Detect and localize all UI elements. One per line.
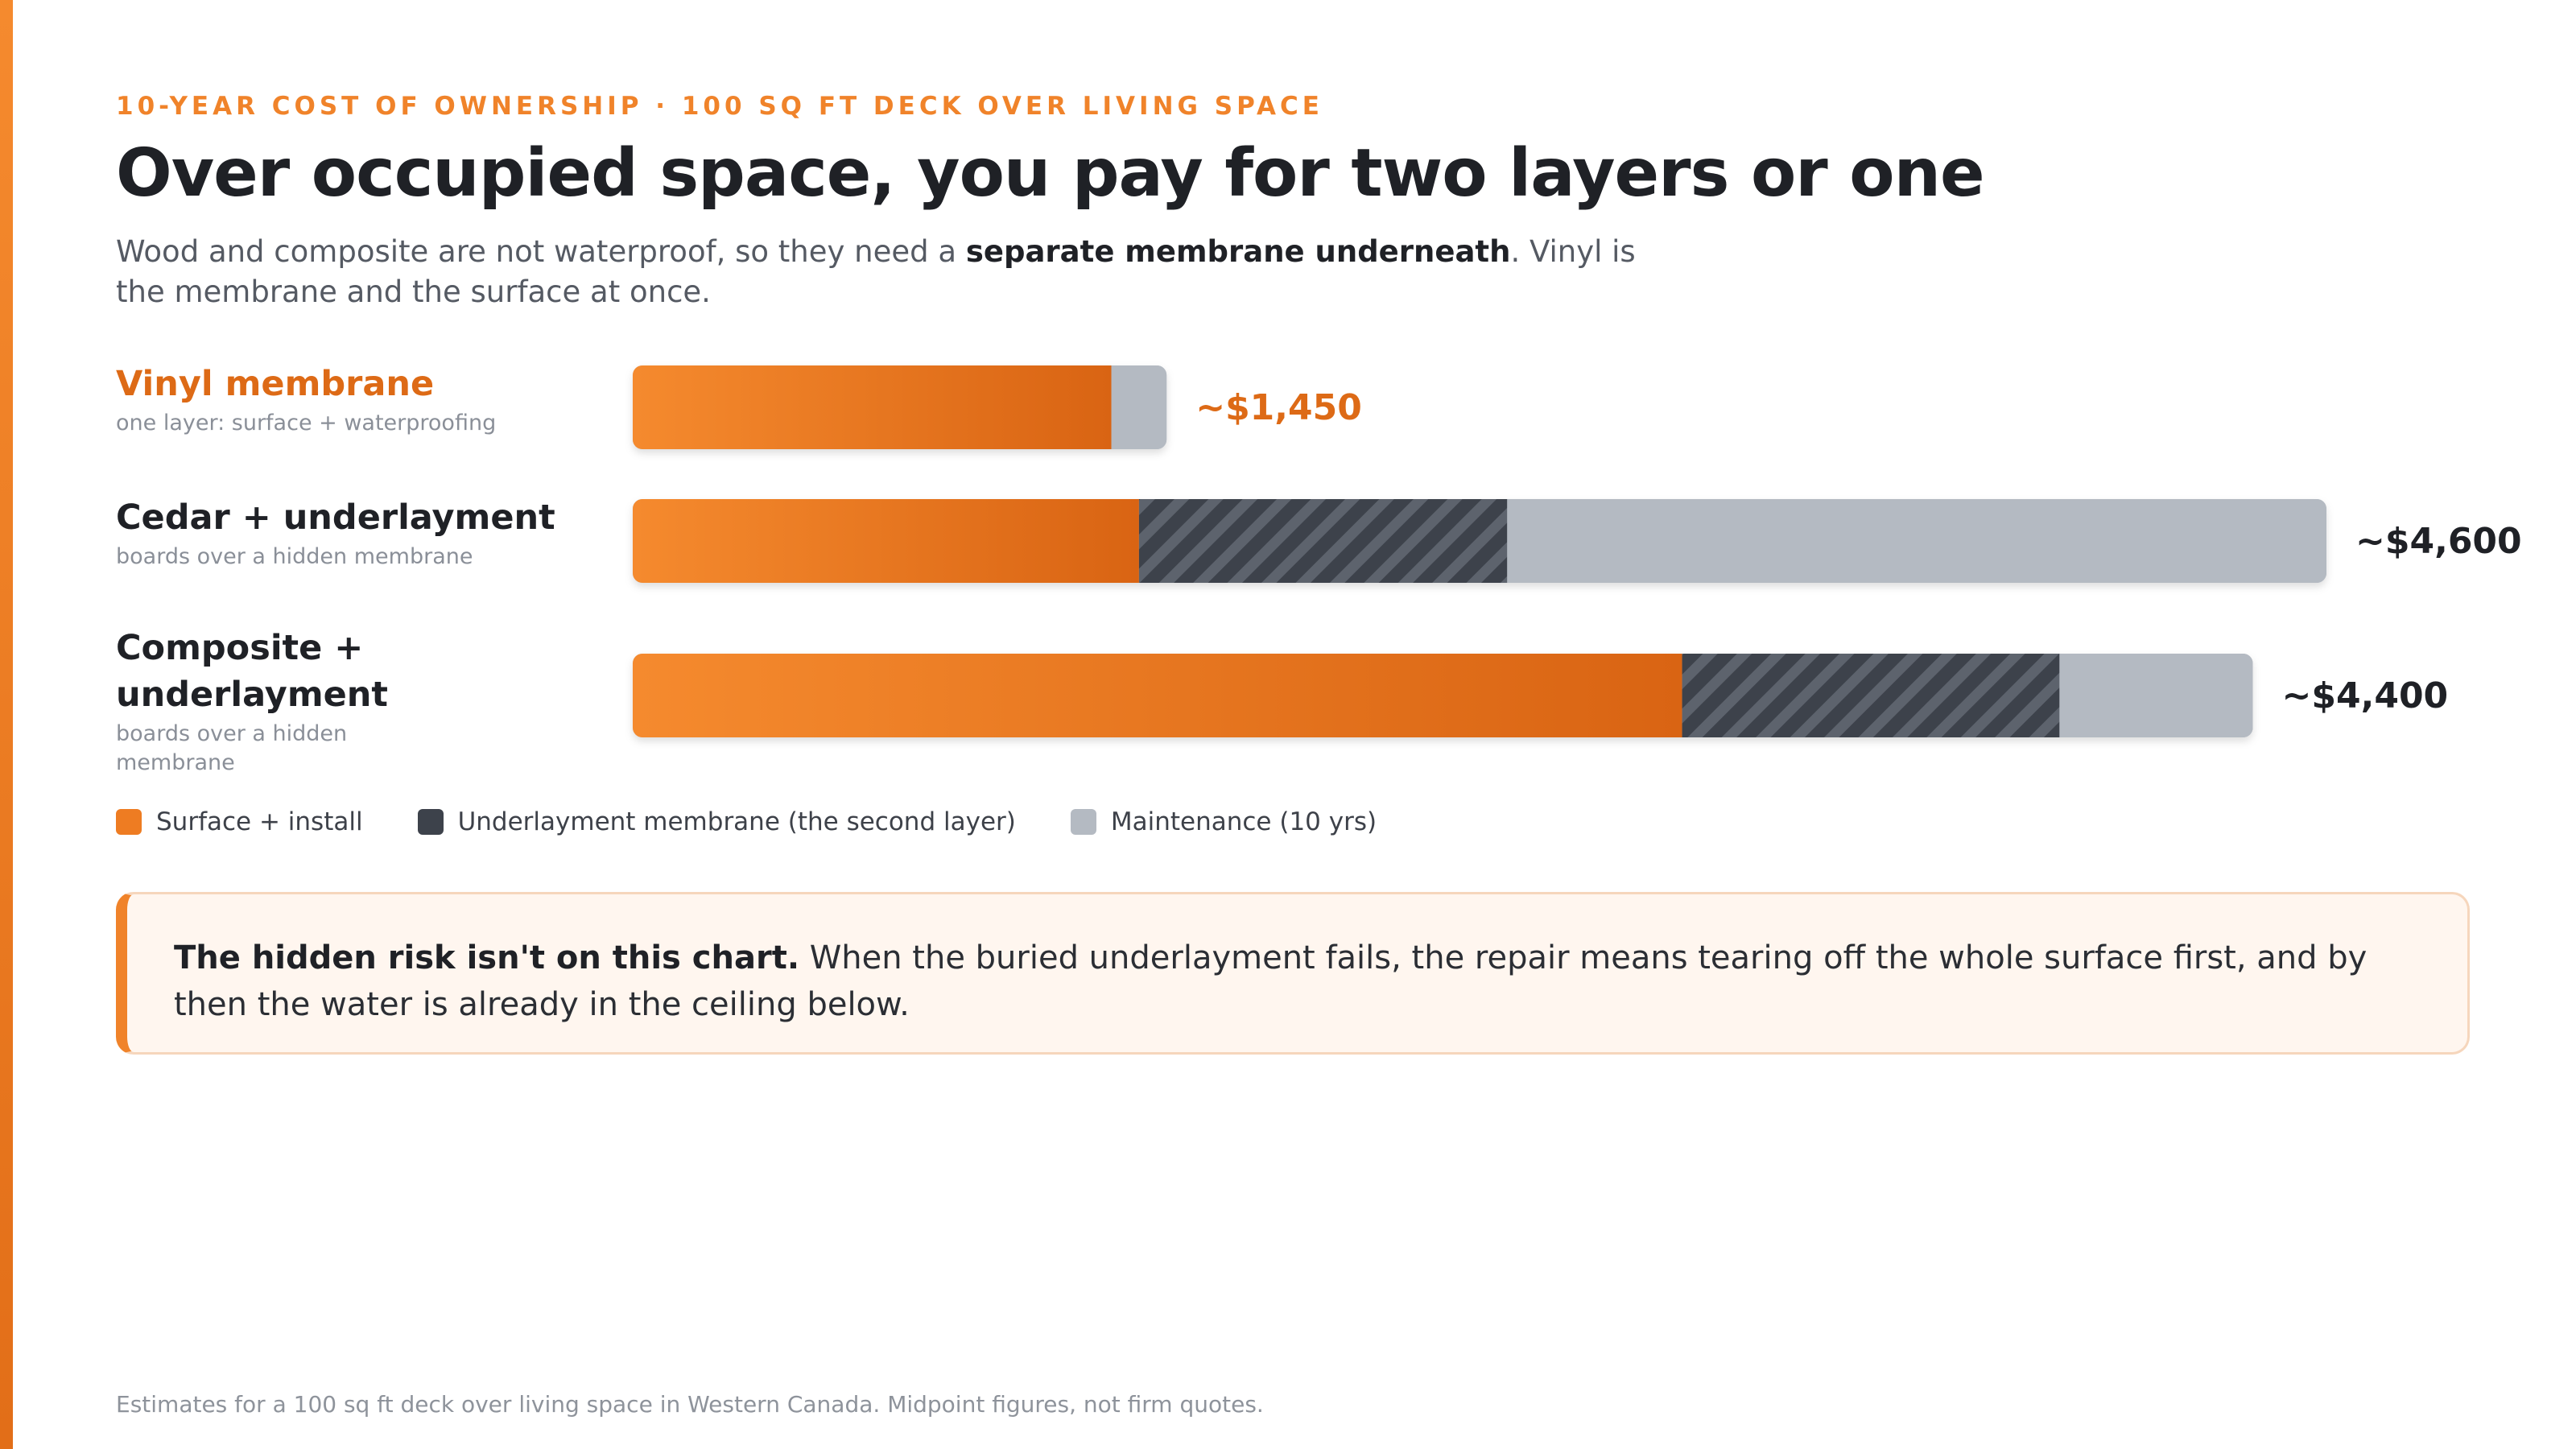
bar-segment-underlayment (1682, 654, 2060, 737)
legend-label: Surface + install (156, 807, 363, 836)
bar-segment-surface (633, 654, 1682, 737)
legend-item-underlayment: Underlayment membrane (the second layer) (417, 807, 1016, 836)
total-value-label: ~$1,450 (1195, 387, 1362, 428)
category-note: one layer: surface + waterproofing (116, 411, 497, 436)
hidden-risk-callout: The hidden risk isn't on this chart. Whe… (116, 892, 2470, 1055)
subline-emphasis: separate membrane underneath (965, 234, 1511, 269)
legend-swatch-underlayment (417, 809, 444, 835)
callout-text: When the buried underlayment fails, the … (174, 939, 2368, 1023)
subline-text-end: . Vinyl is the membrane and the surface … (116, 234, 1636, 309)
legend-swatch-surface (116, 809, 142, 835)
eyebrow: 10-YEAR COST OF OWNERSHIP · 100 SQ FT DE… (116, 92, 1323, 121)
legend-item-surface: Surface + install (116, 807, 363, 836)
footnote: Estimates for a 100 sq ft deck over livi… (116, 1391, 1264, 1418)
category-label: Cedar + underlayment (116, 497, 555, 538)
legend-item-maintenance: Maintenance (10 yrs) (1070, 807, 1377, 836)
legend-label: Underlayment membrane (the second layer) (457, 807, 1016, 836)
subline-text: Wood and composite are not waterproof, s… (116, 234, 966, 269)
row-label-vinyl: Vinyl membrane one layer: surface + wate… (116, 361, 567, 438)
total-value-label: ~$4,600 (2355, 521, 2522, 562)
callout-heading: The hidden risk isn't on this chart. (174, 939, 800, 976)
category-note: boards over a hidden membrane (116, 544, 473, 569)
bar-row (633, 654, 2253, 737)
category-label: Vinyl membrane (116, 364, 435, 404)
total-value-label: ~$4,400 (2282, 675, 2449, 716)
bar-segment-surface (633, 499, 1139, 583)
bar-segment-underlayment (1138, 499, 1508, 583)
headline: Over occupied space, you pay for two lay… (116, 135, 1985, 212)
row-label-cedar: Cedar + underlayment boards over a hidde… (116, 494, 567, 572)
legend-label: Maintenance (10 yrs) (1110, 807, 1377, 836)
legend: Surface + install Underlayment membrane … (116, 807, 1431, 836)
legend-swatch-maintenance (1070, 809, 1096, 835)
bar-segment-maintenance (2059, 654, 2253, 737)
accent-strip (0, 0, 13, 1449)
bar-segment-surface (633, 365, 1112, 449)
bar-segment-maintenance (1111, 365, 1167, 449)
bar-row (633, 365, 1167, 449)
row-label-composite: Composite + underlayment boards over a h… (116, 625, 470, 778)
category-label: Composite + underlayment (116, 628, 388, 715)
subline: Wood and composite are not waterproof, s… (116, 232, 1645, 312)
bar-segment-maintenance (1507, 499, 2326, 583)
bar-row (633, 499, 2326, 583)
stacked-bar-chart: ~$1,450 ~$4,600 ~$4,400 (633, 365, 2522, 737)
category-note: boards over a hidden membrane (116, 721, 348, 775)
